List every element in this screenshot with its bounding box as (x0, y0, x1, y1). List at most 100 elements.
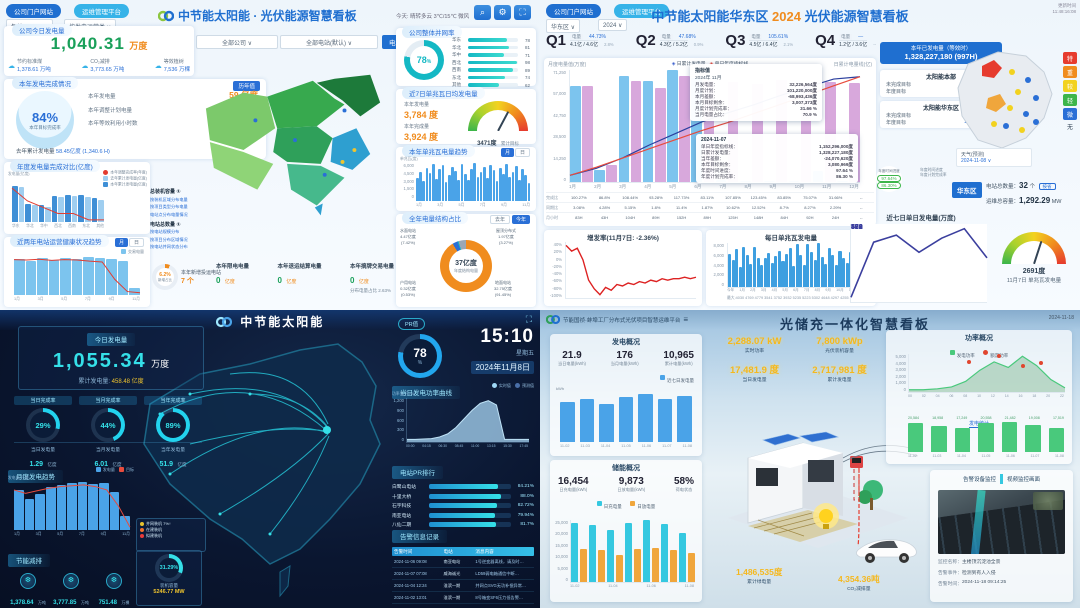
grid-connection-card: 公司整体并网率 78% 华东 78 华北 (396, 26, 536, 88)
portal-pill[interactable]: 公司门户网站 (546, 4, 601, 18)
card-title: 本年发电完成情况 (12, 77, 78, 89)
ranking-row[interactable]: 白鹭山电站 84.21% (392, 484, 534, 490)
camera-feed[interactable] (938, 490, 1065, 554)
dense-bar-chart (416, 163, 531, 201)
list-item[interactable]: 按项目分布区域情况 (150, 236, 188, 242)
y-ticks: 8,000 6,000 4,000 2,000 0 (713, 243, 724, 287)
pr-pill[interactable]: PR值 (398, 318, 426, 330)
month-toggle[interactable]: 月 (114, 238, 128, 247)
leaf-icon: ❆ (106, 573, 122, 589)
segment-label: 地面电站 32.75亿度 (91.45%) (494, 280, 513, 297)
ranking-row[interactable]: 石宇科技 82.72% (392, 503, 534, 509)
year-select[interactable]: 2024 ∨ (598, 19, 628, 31)
x-axis: 1月 2月 3月 4月 5月 6月 7月 8月 9月 10月 11月 12月 (569, 184, 859, 189)
seven-day-title: 近七日单日发电量(万度) (886, 215, 956, 222)
region-badge[interactable]: 华东区 (952, 182, 982, 198)
alert-chip: 重 (1063, 66, 1077, 78)
menu-icon[interactable]: ≡ (683, 315, 689, 324)
region-bar-row: 东北 74 (452, 74, 530, 81)
ring-tab[interactable]: 当月完成率 (79, 396, 137, 405)
ranking-row[interactable]: 南亚电站 79.94% (392, 512, 534, 519)
this-year-toggle[interactable]: 今年 (511, 215, 530, 224)
daily-gen-bars (908, 422, 1064, 452)
camera-info-row: 告警时间： 2024-11-18 09:14:25 (938, 580, 1007, 587)
ops-platform-pill[interactable]: 运维管理平台 (614, 4, 669, 18)
alarm-row[interactable]: 2024-11-07 07:08 威海诚光 LD59弱电箱通信中断… (392, 568, 534, 580)
china-map[interactable] (196, 52, 394, 258)
x-axis: 11-02 11-03 11-04 11-05 11-06 11-07 11-08 (908, 454, 1064, 458)
east-china-map[interactable] (948, 46, 1060, 156)
x-axis: 华东 华北 华中 西北 西南 东北 其他 (12, 224, 104, 228)
dark-china-map[interactable] (130, 334, 410, 604)
portal-pill[interactable]: 公司门户网站 (6, 4, 61, 18)
quad-pv-east: 公司门户网站 运维管理平台 华东区 ∨ 2024 ∨ 中节能太阳能华东区 202… (540, 0, 1080, 310)
station-select[interactable]: 全部电站(默认) ∨ (280, 35, 378, 49)
gear-icon[interactable]: ⚙ (494, 5, 511, 20)
sky-header (540, 310, 1080, 330)
data-point-label: 471 (851, 224, 863, 231)
gen-stat: 21.9 当日电量(kWh) (558, 350, 586, 366)
y-ticks: 1,200 900 600 300 0 (393, 398, 404, 442)
ranking-row[interactable]: 八仙二期 81.7% (392, 522, 534, 528)
camera-info: 监控名称： 主楼顶沉淀池全景 告警事件： 检测到有人入侵 告警时间： 2024-11-… (938, 558, 1065, 591)
card-title: 全年电量结构占比 (402, 212, 468, 224)
list-title: 总装机容量 ① (150, 189, 181, 195)
saving-item: ❆ 1,378.64 万吨 节约标准煤 (8, 573, 48, 608)
search-icon[interactable]: ⌕ (474, 5, 491, 20)
kpi-box: 本年限电电量 0 亿度 (216, 264, 250, 285)
month-toggle[interactable]: 月 (500, 148, 514, 157)
alarm-table-header: 告警时间 电站 消息内容 (392, 547, 534, 556)
fullscreen-icon[interactable]: ⛶ (525, 314, 532, 324)
ops-platform-pill[interactable]: 运维管理平台 (74, 4, 129, 18)
weather-forecast-box[interactable]: 天气(预测) 2024-11-08 ∨ (956, 148, 1032, 167)
health-trend-chart-card: 近两年电站运营健康状况趋势 月 日 交易电量 1月 3月 5月 7月 9月 11月 (4, 235, 150, 307)
alert-chip: 微 (1063, 108, 1077, 120)
x-axis: 00:00 04:15 06:30 08:45 11:00 13:15 15:30 17:45 (406, 444, 528, 448)
list-item[interactable]: 按电站规模分布 (150, 229, 180, 234)
project-subtitle: 节能国祯·蚌埠工厂分布式光伏项目智慧运维平台 (563, 317, 681, 324)
list-item[interactable]: 按电站并网状态分布 (150, 244, 188, 249)
ring-tab[interactable]: 当日完成率 (14, 396, 72, 405)
by-province-button[interactable]: 按省 (1038, 183, 1056, 190)
ring-tab[interactable]: 当年完成率 (144, 396, 202, 405)
y-axis-label: 发电量(万度) (8, 476, 30, 480)
chart-legend: 实时值 预测值 (491, 383, 534, 389)
history-toggle[interactable]: 历年值 (233, 81, 260, 91)
day-toggle[interactable]: 日 (514, 148, 530, 157)
leaf-icon: ❆ (20, 573, 36, 589)
ring-stat: 当年发电量 51.9 亿度 (159, 448, 187, 468)
metric-list: 按电站规模分布按项目分布区域情况 按电站并网状态分布 (150, 229, 212, 250)
y-ticks: 5,000 4,000 3,000 2,000 1,000 0 (895, 354, 906, 392)
list-item[interactable]: 按项目类型分布电量 (150, 204, 188, 209)
fullscreen-icon[interactable]: ⛶ (514, 5, 531, 20)
chart-legend: 日充电量 日放电量 (550, 495, 702, 513)
list-item[interactable]: 按装机区域分布电量 (150, 196, 188, 202)
company-select[interactable]: 全部公司 ∨ (196, 35, 278, 49)
region-bar-list: 华东 78 华北 81 华中 (452, 37, 530, 90)
data-point-label: 359 (851, 224, 863, 231)
alert-chip: 较 (1063, 80, 1077, 92)
brand-logo-icon (215, 316, 232, 328)
y-axis-label: 功率值(万kW) (392, 392, 416, 396)
card-title: 当日发电功率曲线 (392, 385, 460, 399)
gauge-label: 累计目标 (500, 141, 519, 146)
tab-video-monitor[interactable]: 视频监控画面 (1007, 477, 1041, 483)
y-ticks: 6,000 4,500 3,000 1,500 0 (403, 163, 414, 199)
ring-block: 当月完成率 44% (79, 396, 137, 442)
alarm-row[interactable]: 2024-11-06 09:08 南亚电站 1号逆变器离线，请及时… (392, 556, 534, 568)
x-axis: 11-02 11-03 11-04 11-05 11-06 11-07 11-08 (560, 444, 692, 448)
ranking-row[interactable]: 十里大桥 88.0% (392, 493, 534, 500)
card-title: 告警信息记录 (392, 529, 447, 543)
segment-label: 屋顶分布式 1.97亿度 (3.27%) (496, 228, 516, 245)
metric-block: 17,481.9 度 当日发电量 (729, 365, 780, 383)
list-item[interactable]: 电站点分布电量情况 (150, 211, 188, 217)
green-energy-metric: 1,486,535度 累计绿电量 (736, 567, 783, 585)
alarm-row[interactable]: 2024-11-02 13:01 淮滨一期 8号箱变SF6压力低告警… (392, 592, 534, 604)
alarm-row[interactable]: 2024-11-04 12:24 淮滨一期 并网点SVG无功补偿异常… (392, 580, 534, 592)
last-year-toggle[interactable]: 去年 (489, 215, 510, 224)
card-title: 节能减排 (8, 553, 50, 567)
tab-device-alarm[interactable]: 告警设备监控 (962, 477, 996, 483)
leaf-icon: ❆ (63, 573, 79, 589)
day-toggle[interactable]: 日 (128, 238, 144, 247)
region-select[interactable]: 华东区 ∨ (546, 19, 581, 33)
